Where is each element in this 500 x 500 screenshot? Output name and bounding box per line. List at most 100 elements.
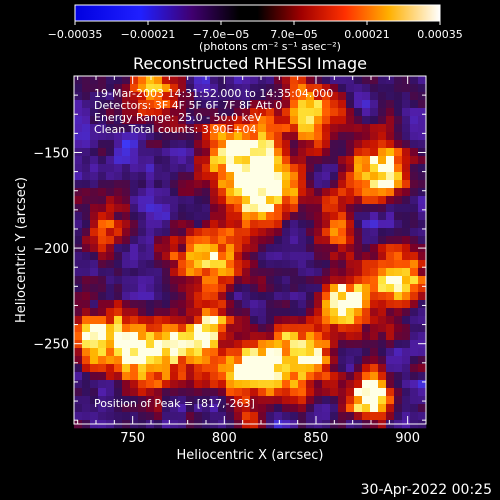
heatmap-cell (106, 364, 115, 373)
heatmap-cell (330, 268, 339, 277)
heatmap-cell (154, 412, 163, 421)
heatmap-cell (418, 140, 427, 149)
heatmap-cell (106, 228, 115, 237)
heatmap-cell (242, 228, 251, 237)
heatmap-cell (74, 412, 83, 421)
heatmap-cell (202, 148, 211, 157)
heatmap-cell (170, 260, 179, 269)
heatmap-cell (402, 204, 411, 213)
heatmap-cell (258, 204, 267, 213)
heatmap-cell (186, 324, 195, 333)
heatmap-cell (234, 308, 243, 317)
heatmap-cell (194, 108, 203, 117)
heatmap-cell (194, 364, 203, 373)
heatmap-cell (266, 204, 275, 213)
heatmap-cell (226, 140, 235, 149)
heatmap-cell (90, 204, 99, 213)
heatmap-cell (402, 196, 411, 205)
heatmap-cell (210, 116, 219, 125)
y-tick-label: −200 (33, 242, 69, 257)
heatmap-cell (354, 316, 363, 325)
heatmap-cell (330, 292, 339, 301)
heatmap-cell (226, 356, 235, 365)
heatmap-cell (306, 300, 315, 309)
heatmap-cell (170, 252, 179, 261)
heatmap-cell (234, 108, 243, 117)
heatmap-cell (330, 124, 339, 133)
heatmap-cell (298, 340, 307, 349)
heatmap-cell (314, 172, 323, 181)
heatmap-cell (154, 372, 163, 381)
heatmap-cell (314, 100, 323, 109)
heatmap-cell (314, 276, 323, 285)
heatmap-cell (378, 276, 387, 285)
heatmap-cell (122, 268, 131, 277)
heatmap-cell (162, 348, 171, 357)
heatmap-cell (410, 356, 419, 365)
heatmap-cell (98, 316, 107, 325)
heatmap-cell (226, 388, 235, 397)
heatmap-cell (146, 412, 155, 421)
heatmap-cell (282, 316, 291, 325)
heatmap-cell (202, 228, 211, 237)
heatmap-cell (314, 220, 323, 229)
heatmap-cell (90, 404, 99, 413)
heatmap-cell (130, 324, 139, 333)
heatmap-cell (394, 316, 403, 325)
heatmap-cell (322, 132, 331, 141)
heatmap-cell (122, 364, 131, 373)
heatmap-cell (186, 212, 195, 221)
heatmap-cell (98, 300, 107, 309)
heatmap-cell (210, 364, 219, 373)
heatmap-cell (82, 268, 91, 277)
heatmap-cell (114, 180, 123, 189)
heatmap-cell (250, 148, 259, 157)
heatmap-cell (402, 236, 411, 245)
heatmap-cell (354, 84, 363, 93)
heatmap-cell (418, 412, 427, 421)
heatmap-cell (154, 100, 163, 109)
heatmap-cell (274, 356, 283, 365)
heatmap-cell (394, 412, 403, 421)
heatmap-cell (282, 236, 291, 245)
heatmap-cell (210, 132, 219, 141)
heatmap-cell (306, 196, 315, 205)
heatmap-cell (306, 324, 315, 333)
heatmap-cell (314, 340, 323, 349)
heatmap-cell (106, 140, 115, 149)
heatmap-cell (418, 212, 427, 221)
heatmap-cell (378, 148, 387, 157)
heatmap-cell (82, 404, 91, 413)
heatmap-cell (282, 284, 291, 293)
heatmap-cell (346, 348, 355, 357)
heatmap-cell (226, 132, 235, 141)
heatmap-cell (282, 124, 291, 133)
heatmap-cell (290, 292, 299, 301)
heatmap-cell (362, 180, 371, 189)
heatmap-cell (186, 348, 195, 357)
heatmap-cell (210, 196, 219, 205)
heatmap-cell (98, 260, 107, 269)
heatmap-cell (298, 316, 307, 325)
heatmap-cell (138, 316, 147, 325)
heatmap-cell (98, 276, 107, 285)
heatmap-cell (106, 212, 115, 221)
heatmap-cell (290, 228, 299, 237)
heatmap-cell (82, 148, 91, 157)
heatmap-cell (82, 220, 91, 229)
heatmap-cell (346, 372, 355, 381)
x-tick-label: 900 (395, 431, 420, 446)
heatmap-cell (210, 388, 219, 397)
y-axis-ticks: −150−200−250 (33, 75, 426, 421)
heatmap-cell (338, 92, 347, 101)
heatmap-cell (282, 340, 291, 349)
heatmap-cell (362, 76, 371, 85)
heatmap-cell (394, 364, 403, 373)
heatmap-cell (298, 268, 307, 277)
heatmap-cell (258, 124, 267, 133)
heatmap-cell (394, 244, 403, 253)
heatmap-cell (370, 188, 379, 197)
heatmap-cell (250, 412, 259, 421)
heatmap-cell (378, 300, 387, 309)
heatmap-cell (130, 76, 139, 85)
